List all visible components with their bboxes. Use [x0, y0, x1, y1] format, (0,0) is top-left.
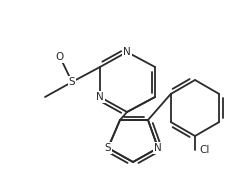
Text: Cl: Cl — [199, 145, 209, 155]
Text: O: O — [56, 52, 64, 62]
Text: N: N — [123, 47, 131, 57]
Text: S: S — [105, 143, 111, 153]
Text: N: N — [96, 92, 104, 102]
Text: S: S — [69, 77, 75, 87]
Text: N: N — [154, 143, 162, 153]
